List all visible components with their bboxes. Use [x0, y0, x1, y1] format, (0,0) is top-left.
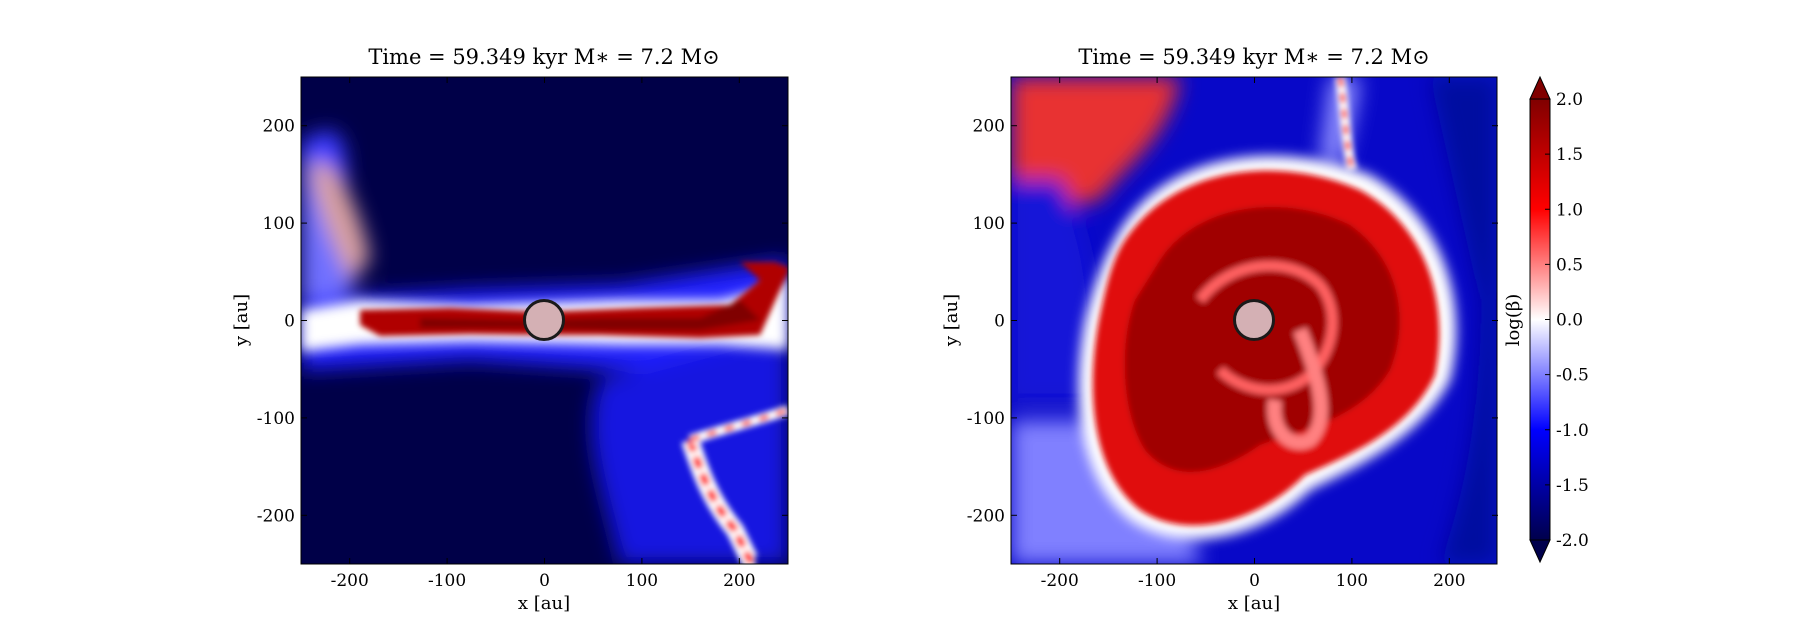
x-tick-label: 100	[626, 571, 658, 591]
x-tick-label: -100	[1138, 571, 1176, 591]
colorbar-tick-label: 0.0	[1556, 311, 1583, 331]
colorbar-extend-min	[1529, 539, 1551, 564]
x-tick-label: -200	[331, 571, 369, 591]
colorbar-tick-label: -1.5	[1556, 476, 1589, 496]
left-y-axis-label: y [au]	[231, 294, 252, 347]
right-y-axis-label: y [au]	[941, 294, 962, 347]
x-tick-label: -100	[428, 571, 466, 591]
left-x-axis-label: x [au]	[518, 593, 570, 614]
x-tick-label: 200	[723, 571, 755, 591]
left-panel-title: Time = 59.349 kyr M∗ = 7.2 M⊙	[368, 45, 719, 69]
colorbar: 2.0 1.5 1.0 0.5 0.0 -0.5 -1.0 -1.5 -2.0 log(β)	[1503, 75, 1589, 564]
x-tick-label: 0	[1249, 571, 1260, 591]
y-tick-label: -200	[257, 506, 295, 526]
x-tick-label: 0	[539, 571, 550, 591]
colorbar-extend-max	[1529, 75, 1551, 100]
y-tick-label: 200	[263, 117, 295, 137]
y-tick-label: 100	[973, 214, 1005, 234]
y-tick-label: -100	[967, 409, 1005, 429]
colorbar-tick-label: -0.5	[1556, 366, 1589, 386]
colorbar-tick-label: -2.0	[1556, 531, 1589, 551]
right-star-marker	[1233, 299, 1275, 341]
colorbar-tick-label: 1.0	[1556, 200, 1583, 220]
colorbar-tick-label: 0.5	[1556, 255, 1583, 275]
colorbar-label: log(β)	[1503, 294, 1524, 347]
y-tick-label: 0	[284, 312, 295, 332]
y-tick-label: -100	[257, 409, 295, 429]
colorbar-tick-label: 1.5	[1556, 145, 1583, 165]
y-tick-label: -200	[967, 506, 1005, 526]
right-x-ticks: -200 -100 0 100 200	[1041, 77, 1466, 591]
right-panel-title: Time = 59.349 kyr M∗ = 7.2 M⊙	[1078, 45, 1429, 69]
y-tick-label: 100	[263, 214, 295, 234]
left-panel: Time = 59.349 kyr M∗ = 7.2 M⊙	[231, 45, 789, 614]
left-y-ticks: 200 100 0 -100 -200	[257, 117, 788, 526]
left-heatmap	[301, 77, 788, 564]
y-tick-label: 200	[973, 117, 1005, 137]
right-panel: Time = 59.349 kyr M∗ = 7.2 M⊙	[941, 45, 1498, 614]
x-tick-label: 200	[1433, 571, 1465, 591]
y-tick-label: 0	[994, 312, 1005, 332]
left-x-ticks: -200 -100 0 100 200	[331, 77, 756, 591]
x-tick-label: -200	[1041, 571, 1079, 591]
right-y-ticks: 200 100 0 -100 -200	[967, 117, 1498, 526]
colorbar-ticks: 2.0 1.5 1.0 0.5 0.0 -0.5 -1.0 -1.5 -2.0	[1545, 90, 1589, 551]
right-heatmap	[1011, 77, 1497, 564]
colorbar-tick-label: 2.0	[1556, 90, 1583, 110]
x-tick-label: 100	[1336, 571, 1368, 591]
left-star-marker	[523, 299, 565, 341]
right-x-axis-label: x [au]	[1228, 593, 1280, 614]
colorbar-tick-label: -1.0	[1556, 421, 1589, 441]
